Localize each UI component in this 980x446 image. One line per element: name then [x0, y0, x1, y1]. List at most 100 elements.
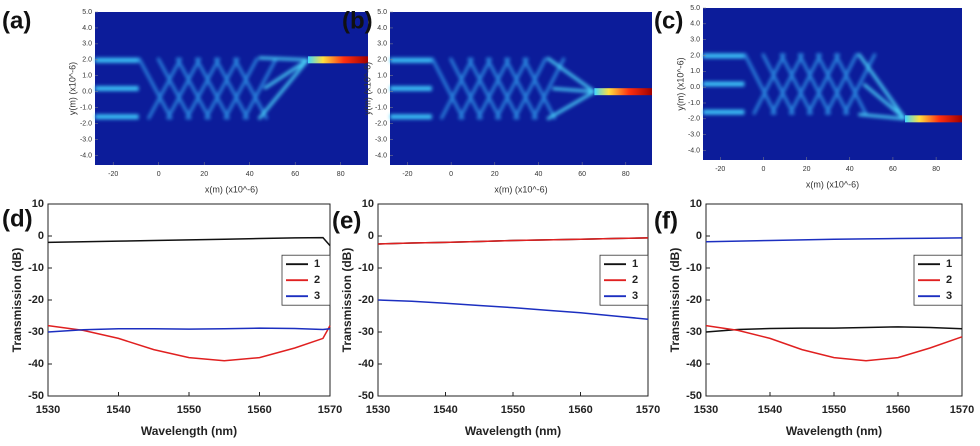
legend-label: 2	[632, 274, 638, 286]
y-tick-label: 3.0	[82, 41, 92, 48]
interference	[430, 57, 566, 120]
y-tick-label: 2.0	[82, 57, 92, 64]
y-axis-label: y(m) (x10^-6)	[362, 62, 372, 115]
y-tick-label: -20	[28, 294, 44, 306]
x-axis-label: x(m) (x10^-6)	[806, 179, 859, 189]
y-tick-label: 0	[696, 230, 702, 242]
legend-label: 3	[314, 290, 320, 302]
y-tick-label: 3.0	[690, 37, 700, 44]
y-tick-label: -10	[686, 262, 702, 274]
y-tick-label: -4.0	[80, 152, 92, 159]
y-tick-label: 10	[32, 198, 44, 210]
y-tick-label: -3.0	[375, 136, 387, 143]
x-tick-label: 80	[622, 171, 630, 178]
y-axis-label: y(m) (x10^-6)	[67, 62, 77, 115]
x-tick-label: 0	[157, 171, 161, 178]
series-line	[47, 327, 331, 333]
y-tick-label: 0	[38, 230, 44, 242]
y-tick-label: -4.0	[688, 147, 700, 154]
y-axis-label: Transmission (dB)	[668, 248, 682, 353]
y-tick-label: -3.0	[80, 136, 92, 143]
y-tick-label: -2.0	[375, 120, 387, 127]
y-tick-label: -20	[686, 294, 702, 306]
legend-label: 1	[946, 258, 952, 270]
y-tick-label: -50	[28, 390, 44, 402]
y-axis-label: Transmission (dB)	[340, 248, 354, 353]
output-beam	[594, 88, 652, 96]
y-tick-label: 1.0	[690, 68, 700, 75]
x-tick-label: 1570	[318, 404, 342, 416]
y-tick-label: -1.0	[80, 104, 92, 111]
y-tick-label: -50	[358, 390, 374, 402]
y-tick-label: -40	[686, 358, 702, 370]
y-tick-label: -3.0	[688, 132, 700, 139]
field-pattern	[95, 56, 310, 121]
x-tick-label: 1540	[433, 404, 457, 416]
y-tick-label: 3.0	[377, 41, 387, 48]
x-tick-label: 1550	[501, 404, 525, 416]
legend-label: 2	[314, 274, 320, 286]
x-tick-label: -20	[715, 166, 725, 173]
field-pattern	[703, 52, 907, 121]
series-line	[47, 324, 331, 362]
x-tick-label: 1540	[758, 404, 782, 416]
y-tick-label: 4.0	[377, 25, 387, 32]
x-tick-label: 1560	[568, 404, 592, 416]
legend-label: 3	[632, 290, 638, 302]
series-line	[377, 299, 649, 320]
panel-label: (c)	[654, 7, 683, 34]
series-line	[47, 236, 331, 247]
x-axis-label: x(m) (x10^-6)	[494, 184, 547, 194]
x-tick-label: 40	[246, 171, 254, 178]
y-axis-label: Transmission (dB)	[10, 248, 24, 353]
x-tick-label: 1540	[106, 404, 130, 416]
x-axis-label: x(m) (x10^-6)	[205, 184, 258, 194]
panel-label: (b)	[342, 7, 373, 34]
x-tick-label: -20	[402, 171, 412, 178]
series-line	[377, 237, 649, 245]
legend-label: 3	[946, 290, 952, 302]
x-tick-label: 0	[449, 171, 453, 178]
x-axis-label: Wavelength (nm)	[141, 424, 237, 438]
x-tick-label: 20	[200, 171, 208, 178]
y-tick-label: -30	[358, 326, 374, 338]
legend-label: 1	[314, 258, 320, 270]
legend-label: 2	[946, 274, 952, 286]
y-tick-label: 1.0	[82, 73, 92, 80]
y-tick-label: 1.0	[377, 73, 387, 80]
y-tick-label: -10	[28, 262, 44, 274]
taper	[546, 56, 596, 121]
series-line	[705, 237, 963, 243]
y-tick-label: 5.0	[690, 5, 700, 12]
y-tick-label: -10	[358, 262, 374, 274]
x-tick-label: 60	[889, 166, 897, 173]
x-tick-label: 20	[803, 166, 811, 173]
y-tick-label: -4.0	[375, 152, 387, 159]
taper	[257, 56, 310, 121]
y-tick-label: 0.0	[690, 84, 700, 91]
x-tick-label: 0	[761, 166, 765, 173]
output-beam	[307, 56, 368, 64]
x-tick-label: 1530	[366, 404, 390, 416]
x-tick-label: 1530	[36, 404, 60, 416]
x-axis-label: Wavelength (nm)	[465, 424, 561, 438]
x-tick-label: 1570	[636, 404, 660, 416]
y-tick-label: -50	[686, 390, 702, 402]
y-tick-label: -40	[358, 358, 374, 370]
y-tick-label: 0.0	[82, 89, 92, 96]
panel-label: (e)	[332, 207, 361, 234]
y-tick-label: 2.0	[690, 52, 700, 59]
y-axis-label: y(m) (x10^-6)	[675, 57, 685, 110]
y-tick-label: -20	[358, 294, 374, 306]
panel-label: (a)	[2, 7, 31, 34]
x-tick-label: 80	[932, 166, 940, 173]
y-tick-label: 10	[362, 198, 374, 210]
panel-label: (d)	[2, 205, 33, 232]
y-tick-label: 2.0	[377, 57, 387, 64]
field-pattern	[390, 56, 596, 121]
x-tick-label: 40	[846, 166, 854, 173]
x-tick-label: 20	[491, 171, 499, 178]
x-tick-label: -20	[108, 171, 118, 178]
y-tick-label: -40	[28, 358, 44, 370]
